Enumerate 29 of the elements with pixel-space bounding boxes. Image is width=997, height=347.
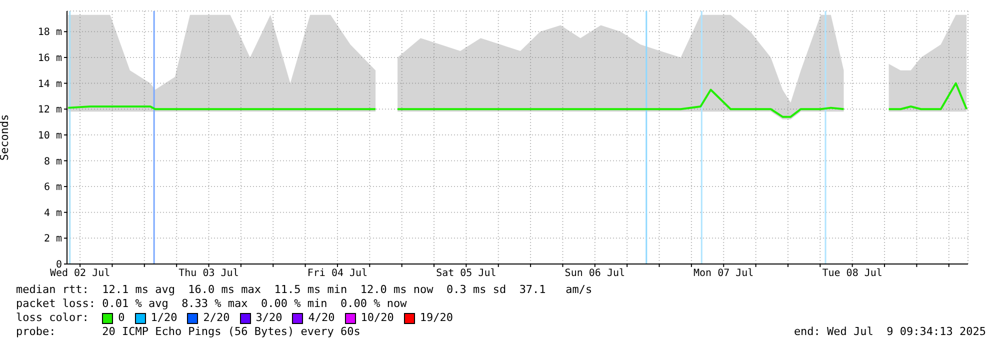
y-tick-label: 12 m [38,104,62,116]
x-tick-label: Mon 07 Jul [694,268,754,280]
legend-label: 4/20 [308,311,335,325]
legend-label: 2/20 [203,311,230,325]
x-tick-label: Sun 06 Jul [564,268,626,280]
legend-label: 3/20 [256,311,282,325]
text: median rtt: 12.1 ms avg 16.0 ms max 11.5 ms min 12.0 ms now 0.3 ms sd 37.1 am/s [16,283,594,297]
legend-label: 19/20 [420,311,453,325]
x-tick-label: Sat 05 Jul [436,268,496,280]
y-tick-label: 2 m [44,234,62,245]
y-tick-label: 10 m [38,130,62,142]
y-tick-label: 14 m [38,78,62,90]
x-tick-label: Thu 03 Jul [178,268,239,280]
text: end: Wed Jul 9 09:34:13 2025 [794,325,986,339]
y-tick-label: 4 m [44,208,62,219]
y-axis-title: Seconds [0,114,11,161]
y-tick-label: 16 m [38,53,62,64]
y-tick-label: 18 m [38,27,62,38]
y-tick-label: 6 m [44,182,62,194]
legend-title: loss color: [16,311,90,325]
text: probe: 20 ICMP Echo Pings (56 Bytes) every 60s [16,325,360,338]
x-tick-label: Tue 08 Jul [822,268,882,280]
legend-label: 0 [118,311,125,325]
y-tick-label: 8 m [44,156,62,168]
legend-label: 1/20 [150,311,178,325]
legend-label: 10/20 [360,311,394,325]
x-tick-label: Wed 02 Jul [50,268,110,280]
text: packet loss: 0.01 % avg 8.33 % max 0.00 % min 0.00 % now [16,297,408,311]
x-tick-label: Fri 04 Jul [307,268,368,280]
